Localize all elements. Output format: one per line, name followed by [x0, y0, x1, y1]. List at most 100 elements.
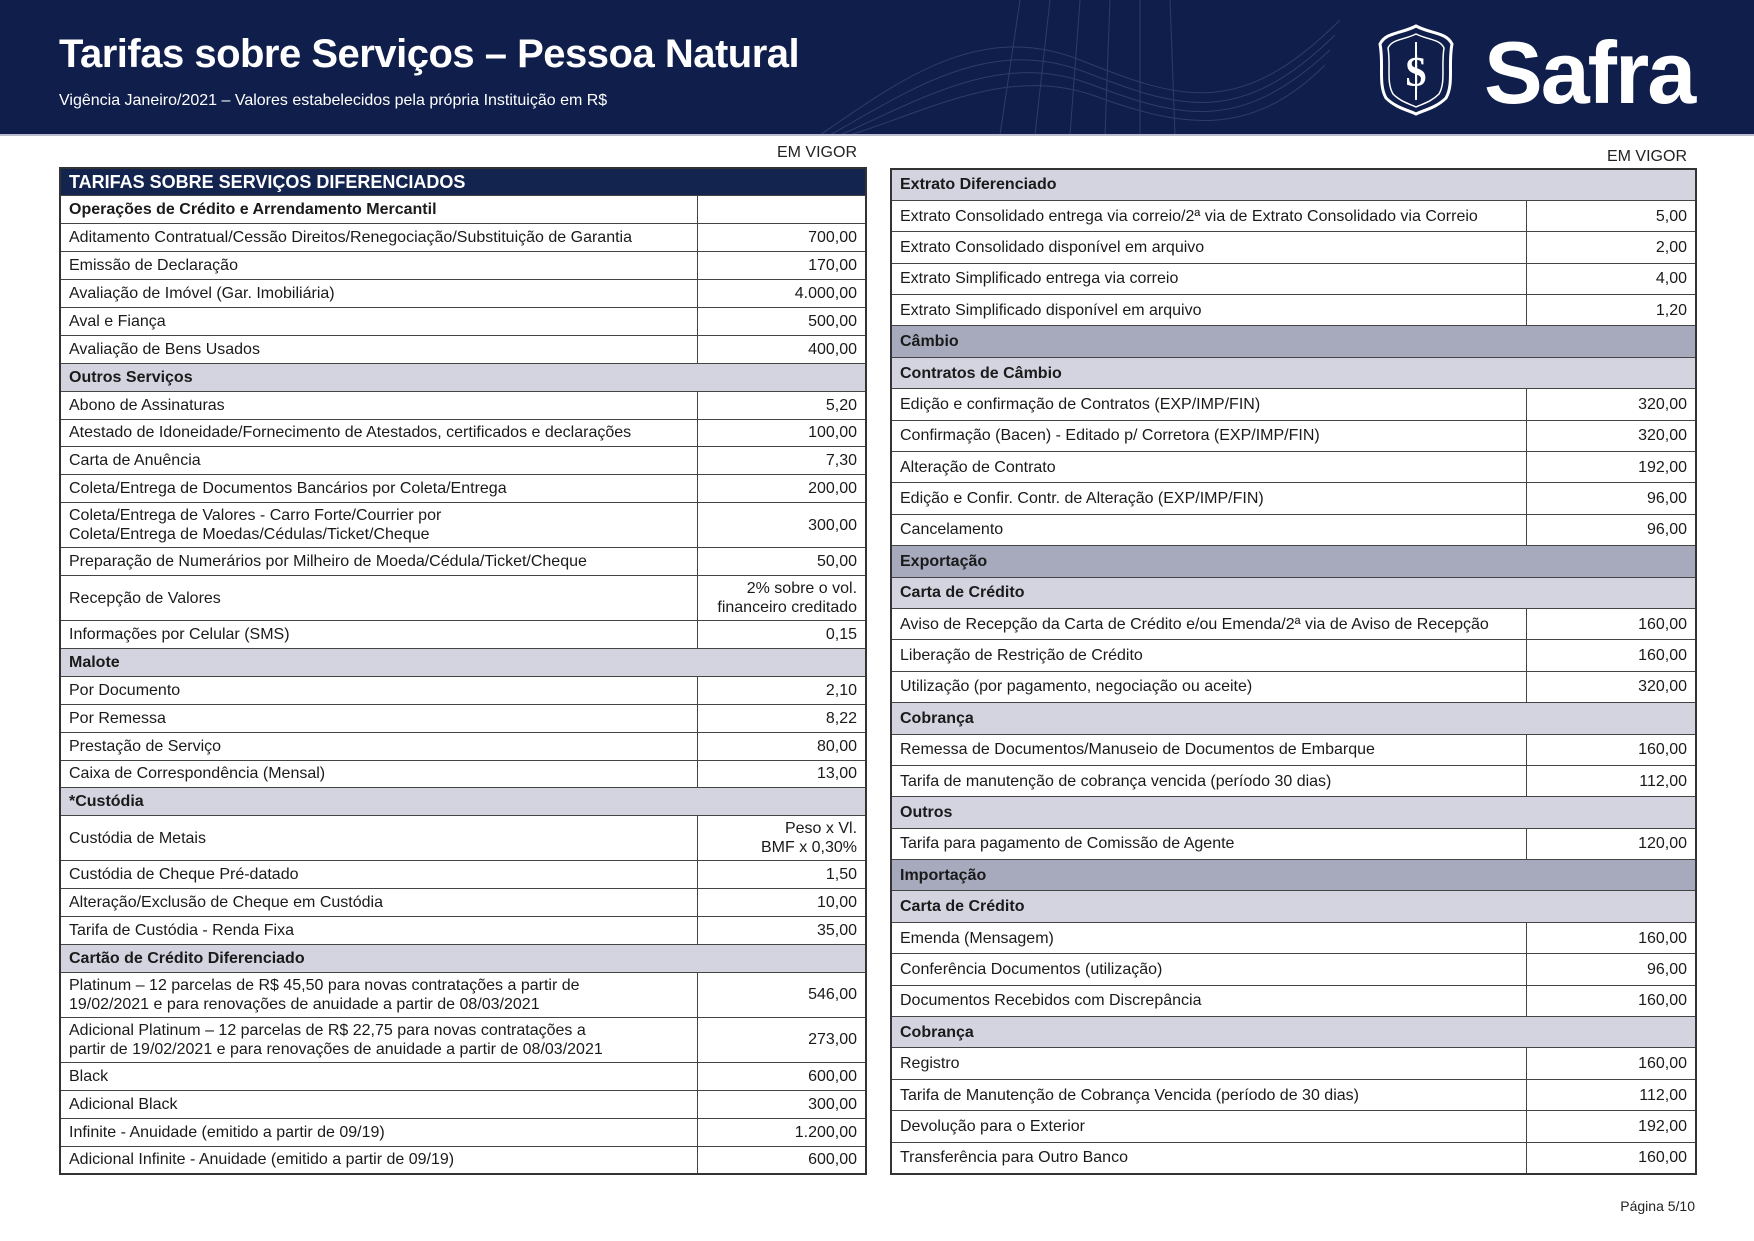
table-row: Cancelamento 96,00 — [890, 513, 1697, 547]
service-name: Prestação de Serviço — [59, 731, 698, 761]
tariff-value-line: 1,50 — [825, 866, 858, 884]
tariff-value: 2,10 — [696, 675, 867, 705]
tariff-value: 600,00 — [696, 1145, 867, 1175]
service-name: Recepção de Valores — [59, 575, 698, 622]
tariff-value-line: 112,00 — [1639, 772, 1688, 790]
service-name-line: Preparação de Numerários por Milheiro de… — [69, 553, 587, 571]
section-title: Cobrança — [890, 1016, 1697, 1049]
tariff-value: 192,00 — [1525, 1110, 1697, 1143]
service-name: Extrato Simplificado entrega via correio — [890, 262, 1527, 296]
table-row: Avaliação de Bens Usados 400,00 — [59, 334, 867, 364]
service-name-line: Coleta/Entrega de Moedas/Cédulas/Ticket/… — [69, 526, 430, 544]
service-name: Cancelamento — [890, 513, 1527, 547]
tariff-value: 1,50 — [696, 860, 867, 890]
tariff-value-line: 600,00 — [808, 1151, 858, 1169]
service-name: Alteração/Exclusão de Cheque em Custódia — [59, 888, 698, 918]
service-name-line: Black — [69, 1067, 109, 1085]
service-name-line: Documentos Recebidos com Discrepância — [900, 992, 1202, 1010]
table-row: Utilização (por pagamento, negociação ou… — [890, 670, 1697, 704]
tariff-value-line: 160,00 — [1638, 929, 1688, 947]
service-name: Extrato Simplificado disponível em arqui… — [890, 294, 1527, 327]
table-row: Recepção de Valores 2% sobre o vol. financ… — [59, 575, 867, 622]
service-name-line: Emenda (Mensagem) — [900, 929, 1054, 947]
service-name: Emissão de Declaração — [59, 251, 698, 281]
tariff-value: 160,00 — [1525, 984, 1697, 1018]
tariff-value-line: 2,00 — [1655, 238, 1688, 256]
service-name: Devolução para o Exterior — [890, 1110, 1527, 1143]
section-header-row: Cartão de Crédito Diferenciado — [59, 943, 867, 973]
table-row: Custódia de Metais Peso x Vl. BMF x 0,30% — [59, 815, 867, 862]
service-name-line: Extrato Consolidado disponível em arquiv… — [900, 238, 1205, 256]
tariff-value: 96,00 — [1525, 953, 1697, 986]
left-tariff-table: TARIFAS SOBRE SERVIÇOS DIFERENCIADOS Oper… — [59, 167, 868, 1175]
section-header-row: Extrato Diferenciado — [890, 168, 1697, 201]
page-number: Página 5/10 — [1620, 1198, 1695, 1214]
service-name-line: Remessa de Documentos/Manuseio de Docume… — [900, 741, 1375, 759]
table-row: Confirmação (Bacen) - Editado p/ Correto… — [890, 419, 1697, 453]
page-header: Tarifas sobre Serviços – Pessoa Natural … — [0, 0, 1754, 135]
table-row: Aval e Fiança 500,00 — [59, 306, 867, 336]
service-name: Remessa de Documentos/Manuseio de Docume… — [890, 733, 1527, 766]
table-row: Adicional Platinum – 12 parcelas de R$ 2… — [59, 1016, 867, 1063]
section-header-row: Outros Serviços — [59, 362, 867, 392]
service-name: Adicional Black — [59, 1089, 698, 1119]
service-name: Conferência Documentos (utilização) — [890, 953, 1527, 986]
section-title: Carta de Crédito — [890, 890, 1697, 923]
tariff-value-line: 2% sobre o vol. — [746, 580, 858, 598]
table-row: Registro 160,00 — [890, 1047, 1697, 1080]
service-name: Liberação de Restrição de Crédito — [890, 639, 1527, 672]
tariff-value: 160,00 — [1525, 733, 1697, 766]
tariff-value: 4.000,00 — [696, 279, 867, 308]
tariff-value: 4,00 — [1525, 262, 1697, 296]
service-name-line: Adicional Black — [69, 1095, 178, 1113]
tariff-value: 96,00 — [1525, 482, 1697, 515]
section-header-row: Operações de Crédito e Arrendamento Merc… — [59, 195, 867, 225]
tariff-value: 0,15 — [696, 620, 867, 649]
tariff-value-line: 200,00 — [808, 480, 858, 498]
table-row: Remessa de Documentos/Manuseio de Docume… — [890, 733, 1697, 766]
safra-logo-text: Safra — [1484, 23, 1696, 122]
section-title: Malote — [59, 647, 867, 677]
service-name-line: Tarifa de Manutenção de Cobrança Vencida… — [900, 1086, 1359, 1104]
service-name-line: Alteração/Exclusão de Cheque em Custódia — [69, 894, 383, 912]
service-name: Informações por Celular (SMS) — [59, 620, 698, 649]
service-name: Platinum – 12 parcelas de R$ 45,50 para … — [59, 971, 698, 1018]
service-name-line: Transferência para Outro Banco — [900, 1149, 1128, 1167]
service-name: Black — [59, 1061, 698, 1091]
section-title: Outros — [890, 796, 1697, 829]
section-title: Carta de Crédito — [890, 576, 1697, 609]
section-title: Exportação — [890, 545, 1697, 578]
service-name-line: Carta de Anuência — [69, 452, 201, 470]
section-header-row: Câmbio — [890, 325, 1697, 358]
service-name: Tarifa para pagamento de Comissão de Age… — [890, 827, 1527, 861]
tariff-value-line: 96,00 — [1646, 960, 1688, 978]
service-name-line: Edição e Confir. Contr. de Alteração (EX… — [900, 490, 1264, 508]
table-row: Prestação de Serviço 80,00 — [59, 731, 867, 761]
table-row: Devolução para o Exterior 192,00 — [890, 1110, 1697, 1143]
tariff-value: 5,20 — [696, 390, 867, 420]
service-name: Abono de Assinaturas — [59, 390, 698, 420]
tariff-value-line: 1.200,00 — [794, 1123, 858, 1141]
tariff-value: 96,00 — [1525, 513, 1697, 547]
service-name: Alteração de Contrato — [890, 451, 1527, 484]
service-name: Carta de Anuência — [59, 446, 698, 476]
tariff-value-line: 192,00 — [1638, 458, 1688, 476]
tariff-value: 300,00 — [696, 1089, 867, 1119]
right-tariff-table: Extrato Diferenciado Extrato Consolidado … — [890, 168, 1698, 1175]
service-name-line: Custódia de Metais — [69, 829, 206, 847]
service-name: Tarifa de manutenção de cobrança vencida… — [890, 764, 1527, 798]
tariff-value: 160,00 — [1525, 921, 1697, 955]
tariff-value: 160,00 — [1525, 1141, 1697, 1175]
tariff-value: 50,00 — [696, 547, 867, 577]
service-name: Por Documento — [59, 675, 698, 705]
tariff-value-line: 50,00 — [816, 553, 858, 571]
section-header-row: Outros — [890, 796, 1697, 829]
service-name-line: Tarifa para pagamento de Comissão de Age… — [900, 835, 1235, 853]
tariff-value: 120,00 — [1525, 827, 1697, 861]
tariff-value: 600,00 — [696, 1061, 867, 1091]
tariff-value-line: 120,00 — [1638, 835, 1688, 853]
service-name: Custódia de Cheque Pré-datado — [59, 860, 698, 890]
tariff-value: 2,00 — [1525, 231, 1697, 264]
page-title: Tarifas sobre Serviços – Pessoa Natural — [59, 32, 800, 76]
section-title: Extrato Diferenciado — [890, 168, 1697, 201]
